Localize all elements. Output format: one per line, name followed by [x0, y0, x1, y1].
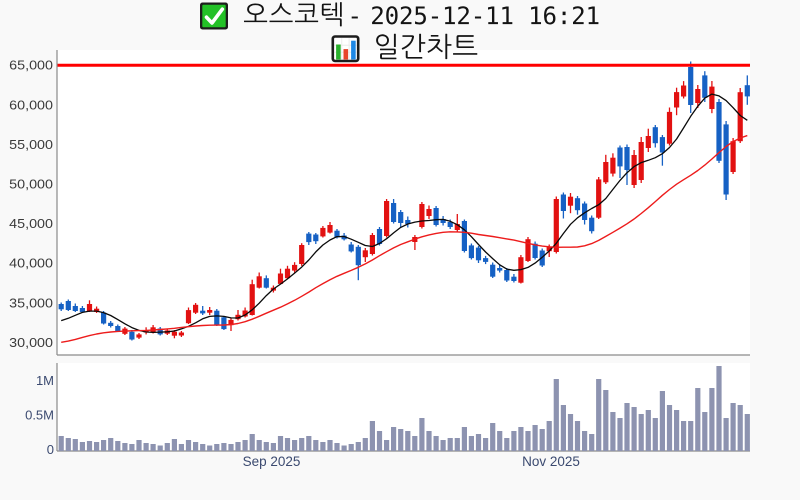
- svg-text:35,000: 35,000: [9, 295, 53, 310]
- svg-text:65,000: 65,000: [9, 58, 53, 73]
- svg-text:50,000: 50,000: [9, 177, 53, 192]
- svg-text:55,000: 55,000: [9, 137, 53, 152]
- svg-text:45,000: 45,000: [9, 216, 53, 231]
- svg-text:Nov 2025: Nov 2025: [522, 454, 580, 469]
- svg-text:0.5M: 0.5M: [25, 408, 54, 423]
- svg-text:40,000: 40,000: [9, 256, 53, 271]
- svg-text:30,000: 30,000: [9, 335, 53, 350]
- svg-text:1M: 1M: [36, 373, 54, 388]
- svg-text:60,000: 60,000: [9, 97, 53, 112]
- svg-text:Sep 2025: Sep 2025: [243, 454, 301, 469]
- svg-text:0: 0: [47, 442, 54, 457]
